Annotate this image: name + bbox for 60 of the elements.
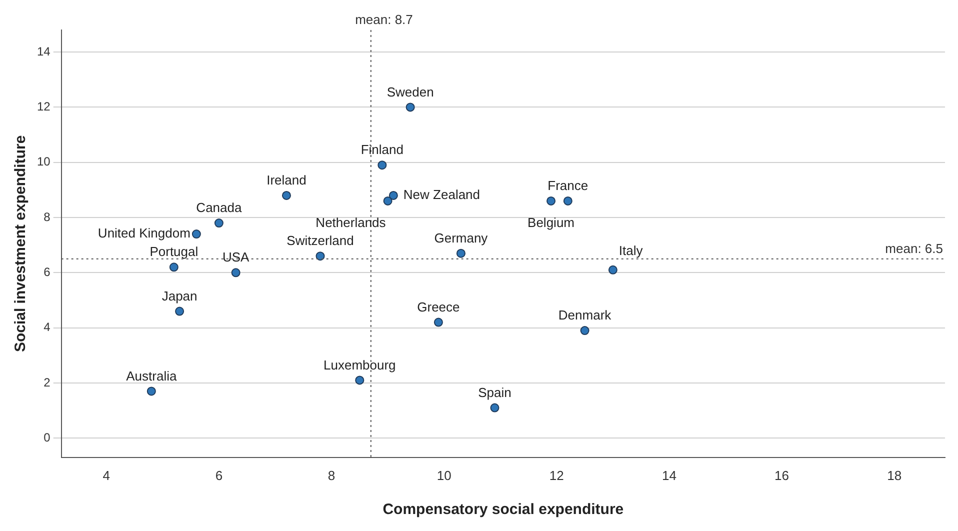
y-tick-label: 2 — [44, 375, 51, 390]
point — [563, 196, 572, 206]
point — [383, 196, 392, 206]
x-tick-label: 18 — [887, 468, 902, 483]
annotation: France — [548, 178, 588, 194]
point — [580, 326, 590, 336]
annotation: Ireland — [266, 172, 306, 188]
point — [214, 218, 224, 228]
x-tick-label: 8 — [328, 468, 336, 483]
x-tick-label: 16 — [774, 468, 790, 483]
y-tick-label: 8 — [44, 210, 51, 224]
point — [169, 262, 178, 272]
annotation: USA — [222, 250, 250, 265]
annotation: Spain — [478, 384, 512, 400]
annotation: Italy — [618, 242, 644, 258]
ref-line-label: mean: 6.5 — [885, 240, 943, 256]
y-tick-label: 10 — [36, 154, 51, 169]
y-tick-label: 14 — [36, 44, 51, 58]
point — [282, 190, 291, 200]
y-tick-label: 4 — [44, 320, 51, 334]
annotation: Germany — [434, 230, 488, 246]
x-axis-title: Compensatory social expenditure — [382, 501, 624, 518]
point — [456, 248, 466, 258]
annotation: Sweden — [386, 84, 434, 100]
point — [146, 386, 156, 396]
point — [378, 160, 387, 170]
annotation: Luxembourg — [324, 357, 396, 372]
annotation: Finland — [360, 142, 404, 158]
y-tick-label: 12 — [36, 100, 51, 114]
point — [231, 268, 240, 278]
point — [316, 252, 325, 261]
annotation: Japan — [162, 288, 198, 304]
x-tick-label: 10 — [436, 468, 452, 483]
annotation: Greece — [417, 299, 460, 314]
annotation: United Kingdom — [98, 226, 190, 241]
x-tick-label: 12 — [549, 468, 564, 483]
annotation: New Zealand — [403, 187, 480, 202]
annotation: Netherlands — [316, 215, 386, 230]
point — [355, 376, 364, 385]
x-tick-label: 14 — [662, 468, 676, 483]
annotation: Denmark — [558, 308, 612, 323]
point — [388, 190, 398, 200]
point — [546, 196, 556, 206]
annotation: Switzerland — [286, 233, 354, 248]
x-tick-label: 6 — [215, 468, 223, 483]
point — [490, 403, 500, 412]
annotation: Canada — [196, 200, 242, 216]
annotation: Portugal — [150, 244, 198, 260]
point — [608, 265, 618, 274]
y-axis-title: Social investment expenditure — [12, 135, 30, 352]
point — [406, 102, 415, 112]
y-tick-label: 0 — [44, 430, 51, 444]
ref-line-label: mean: 8.7 — [355, 12, 413, 28]
point — [434, 318, 443, 327]
annotation: Australia — [126, 368, 178, 384]
annotation: Belgium — [528, 215, 574, 230]
point — [175, 306, 184, 316]
y-tick-label: 6 — [44, 264, 51, 279]
point — [192, 230, 201, 239]
x-tick-label: 4 — [102, 468, 110, 483]
